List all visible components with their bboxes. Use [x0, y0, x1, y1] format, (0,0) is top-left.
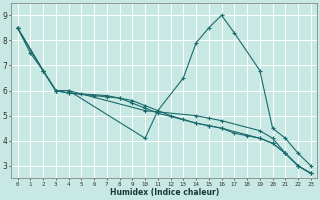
X-axis label: Humidex (Indice chaleur): Humidex (Indice chaleur) — [109, 188, 219, 197]
